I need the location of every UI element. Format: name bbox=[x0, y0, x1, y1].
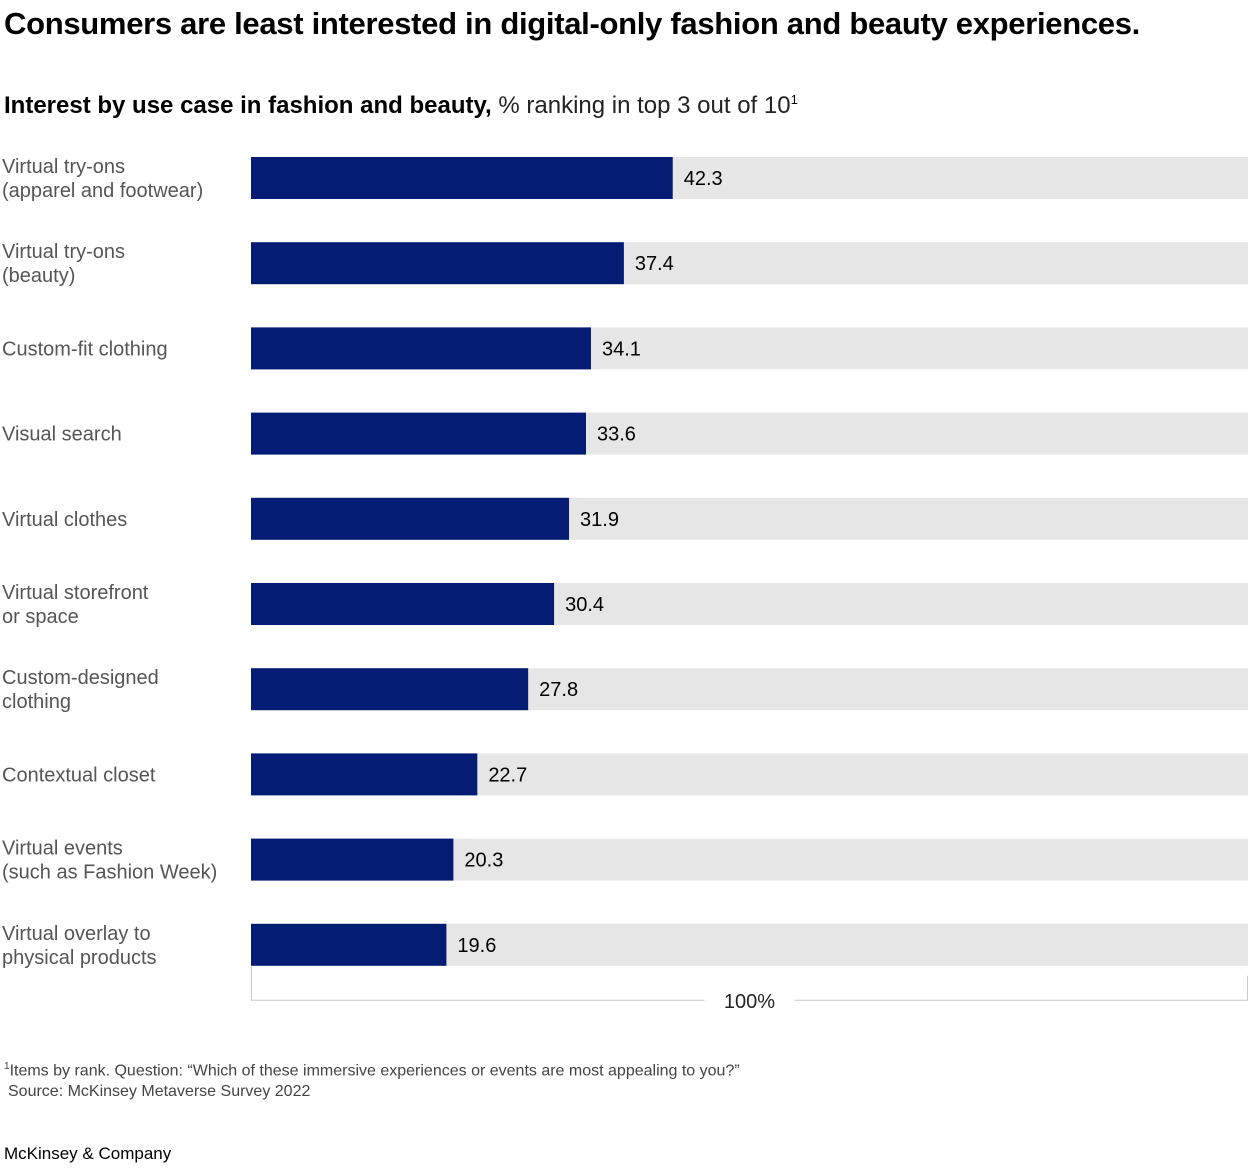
data-label: 30.4 bbox=[565, 594, 604, 616]
category-label: Virtual clothes bbox=[2, 509, 127, 531]
bar bbox=[251, 838, 454, 881]
data-label: 31.9 bbox=[580, 509, 619, 531]
bar bbox=[251, 157, 673, 199]
footnote: 1Items by rank. Question: “Which of thes… bbox=[4, 1056, 740, 1102]
subtitle-bold: Interest by use case in fashion and beau… bbox=[4, 92, 492, 119]
category-label: Virtual try-ons (beauty) bbox=[2, 241, 125, 287]
bar bbox=[251, 583, 555, 625]
category-label: Custom-fit clothing bbox=[2, 338, 168, 360]
data-label: 27.8 bbox=[539, 679, 578, 701]
category-label: Virtual events (such as Fashion Week) bbox=[2, 838, 217, 884]
category-label: Visual search bbox=[2, 424, 122, 446]
bar-chart: 42.3 Virtual try-ons (apparel and footwear… bbox=[2, 156, 1248, 1010]
category-label: Virtual overlay to physical products bbox=[2, 923, 157, 969]
category-label: Contextual closet bbox=[2, 764, 156, 786]
bar bbox=[251, 242, 624, 285]
category-label: Custom-designed clothing bbox=[2, 667, 159, 713]
source-text: Source: McKinsey Metaverse Survey 2022 bbox=[8, 1083, 311, 1101]
footnote-text: Items by rank. Question: “Which of these… bbox=[9, 1062, 740, 1080]
data-label: 33.6 bbox=[597, 424, 636, 446]
data-label: 19.6 bbox=[457, 935, 496, 957]
bar bbox=[251, 753, 478, 796]
data-label: 20.3 bbox=[464, 850, 503, 872]
bar bbox=[251, 923, 447, 966]
bar bbox=[251, 412, 586, 455]
category-label: Virtual try-ons (apparel and footwear) bbox=[2, 156, 203, 202]
subtitle-footnote-marker: 1 bbox=[790, 92, 798, 107]
category-label: Virtual storefront or space bbox=[2, 582, 149, 628]
axis-label: 100% bbox=[724, 991, 775, 1010]
bar bbox=[251, 668, 529, 711]
subtitle-unit: % ranking in top 3 out of 10 bbox=[498, 92, 791, 119]
bar bbox=[251, 497, 570, 540]
footnote-marker: 1 bbox=[4, 1061, 10, 1072]
data-label: 42.3 bbox=[684, 168, 723, 190]
bar bbox=[251, 327, 591, 370]
data-label: 34.1 bbox=[602, 338, 641, 360]
data-label: 22.7 bbox=[488, 764, 527, 786]
chart-subtitle: Interest by use case in fashion and beau… bbox=[4, 92, 798, 120]
chart-title: Consumers are least interested in digita… bbox=[4, 6, 1140, 41]
brand-logo-text: McKinsey & Company bbox=[4, 1144, 172, 1163]
data-label: 37.4 bbox=[635, 253, 674, 275]
